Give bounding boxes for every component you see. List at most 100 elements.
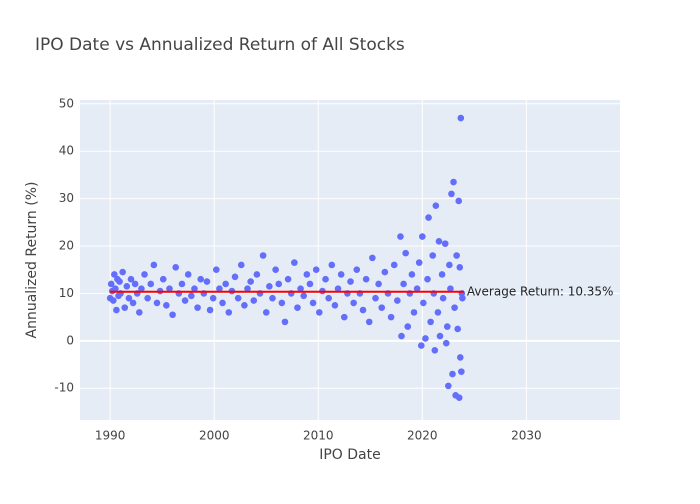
point: [404, 323, 412, 330]
point: [136, 309, 143, 316]
point: [422, 335, 429, 342]
point: [303, 271, 311, 278]
y-tick-label: 20: [59, 239, 74, 253]
point: [448, 190, 455, 198]
point: [334, 285, 342, 292]
point: [206, 306, 214, 314]
point: [408, 271, 416, 278]
point: [197, 275, 204, 283]
point: [159, 275, 167, 283]
point: [415, 259, 423, 266]
point: [300, 292, 307, 300]
point: [234, 294, 242, 302]
chart-title: IPO Date vs Annualized Return of All Sto…: [35, 35, 405, 55]
point: [316, 309, 323, 316]
point: [381, 268, 389, 276]
point: [427, 318, 434, 326]
point: [397, 233, 404, 240]
point: [400, 280, 407, 288]
point: [266, 283, 273, 290]
point: [454, 325, 461, 333]
point: [125, 294, 133, 302]
point: [378, 304, 386, 311]
point: [455, 197, 463, 205]
point: [216, 285, 223, 292]
point: [250, 297, 258, 304]
y-tick-label: 50: [59, 96, 74, 110]
point: [365, 318, 373, 326]
point: [436, 332, 444, 340]
point: [353, 266, 361, 274]
x-axis-title: IPO Date: [319, 447, 381, 463]
point: [459, 294, 466, 302]
point: [419, 233, 426, 240]
point: [163, 301, 170, 309]
plot-area: [80, 100, 620, 420]
point: [262, 309, 270, 316]
point: [194, 304, 201, 311]
point: [144, 294, 151, 302]
point: [362, 275, 370, 283]
point: [425, 214, 432, 221]
point: [127, 275, 135, 283]
point: [402, 249, 409, 257]
point: [312, 266, 320, 274]
y-tick-label: 30: [59, 191, 74, 205]
point: [439, 294, 447, 302]
point: [420, 299, 427, 307]
point: [442, 339, 450, 347]
point: [284, 275, 292, 283]
point: [390, 261, 398, 269]
point: [297, 285, 304, 292]
point: [456, 264, 464, 271]
y-tick-label: 40: [59, 144, 74, 158]
point: [123, 283, 131, 290]
point: [309, 299, 317, 307]
point: [447, 285, 454, 292]
x-tick-label: 2010: [303, 429, 334, 443]
point: [119, 268, 126, 276]
point: [387, 313, 395, 321]
point: [369, 254, 376, 262]
point: [394, 297, 401, 304]
point: [372, 294, 379, 302]
point: [455, 394, 463, 402]
point: [109, 297, 117, 304]
point: [131, 280, 139, 288]
point: [112, 285, 119, 292]
point: [340, 313, 348, 321]
y-tick-label: 10: [59, 286, 74, 300]
x-tick-label: 1990: [95, 429, 126, 443]
point: [451, 304, 458, 311]
point: [359, 306, 367, 314]
point: [219, 299, 226, 307]
point: [178, 280, 186, 288]
point: [222, 280, 229, 288]
point: [278, 299, 286, 307]
point: [231, 273, 239, 281]
point: [306, 280, 314, 288]
point: [453, 252, 460, 259]
y-axis-title: Annualized Return (%): [24, 182, 40, 339]
point: [203, 278, 211, 285]
point: [450, 178, 457, 186]
point: [150, 261, 158, 269]
point: [191, 285, 198, 292]
point: [398, 332, 405, 340]
point: [129, 299, 137, 307]
point: [446, 261, 453, 269]
point: [253, 271, 261, 278]
point: [188, 292, 195, 300]
point: [147, 280, 155, 288]
point: [181, 297, 189, 304]
point: [449, 370, 456, 378]
x-tick-label: 2020: [407, 429, 438, 443]
point: [209, 294, 217, 302]
point: [294, 304, 301, 311]
point: [457, 114, 465, 122]
point: [337, 271, 345, 278]
point: [410, 309, 418, 316]
point: [259, 252, 267, 259]
point: [247, 278, 254, 285]
